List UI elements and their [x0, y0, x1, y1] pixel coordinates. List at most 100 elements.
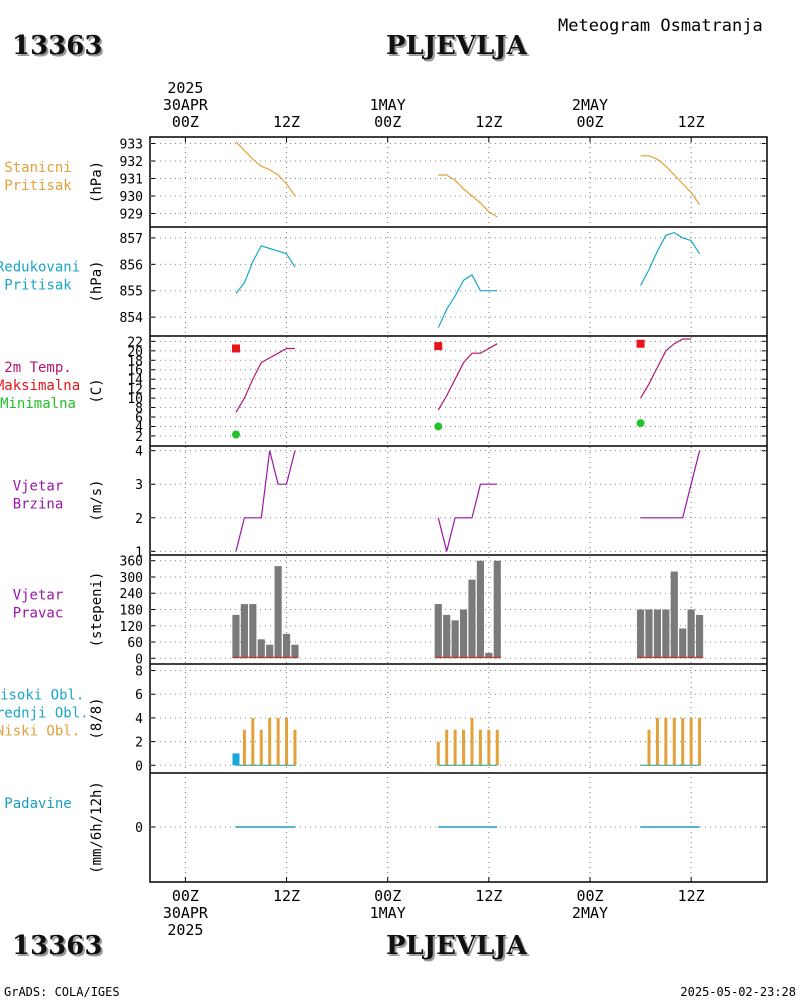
- time-label-bottom: 12Z: [475, 887, 502, 905]
- y-tick-label: 22: [127, 335, 143, 350]
- panel-unit: (m/s): [89, 479, 105, 521]
- low-cloud-bar: [285, 717, 289, 766]
- y-tick-label: 6: [135, 688, 143, 703]
- credit-text: GrADS: COLA/IGES: [4, 985, 120, 999]
- max-temp-marker: [434, 342, 443, 351]
- y-tick-label: 931: [120, 173, 143, 188]
- timestamp-text: 2025-05-02-23:28: [680, 985, 796, 999]
- wind-direction-bar: [645, 609, 653, 659]
- panel-label: Maksimalna: [0, 378, 80, 394]
- footer-station-name: PLJEVLJA: [386, 931, 528, 961]
- panel-unit: (C): [89, 378, 105, 403]
- low-cloud-bar: [268, 717, 272, 766]
- panel-label: Srednji Obl.: [0, 706, 89, 722]
- y-tick-label: 933: [120, 138, 143, 153]
- station-pressure-line: [640, 155, 701, 206]
- wind-direction-bar: [493, 560, 501, 659]
- wind-direction-bar: [240, 604, 248, 659]
- time-label-bottom: 12Z: [273, 887, 300, 905]
- time-label-top: 00Z: [172, 113, 199, 131]
- y-tick-label: 929: [120, 208, 143, 223]
- date-label-top: 30APR: [163, 96, 209, 114]
- date-label-bottom: 30APR: [163, 904, 209, 922]
- y-tick-label: 360: [120, 555, 143, 570]
- wind-speed-line: [235, 450, 296, 552]
- time-label-bottom: 00Z: [576, 887, 603, 905]
- y-tick-label: 0: [135, 759, 143, 774]
- y-tick-label: 18: [127, 354, 143, 369]
- y-tick-label: 4: [135, 445, 143, 460]
- station-id: 13363: [12, 31, 102, 61]
- wind-direction-bar: [249, 604, 257, 659]
- y-tick-label: 2: [135, 430, 143, 445]
- wind-direction-bar: [687, 609, 695, 659]
- plot-frame: [149, 136, 768, 883]
- panel-label: Minimalna: [0, 396, 76, 412]
- low-cloud-bar: [689, 717, 693, 766]
- wind-direction-bar: [434, 604, 442, 659]
- time-label-top: 00Z: [576, 113, 603, 131]
- wind-direction-bar: [451, 620, 459, 659]
- panel-label: Stanicni: [4, 160, 71, 176]
- max-temp-marker: [636, 339, 645, 348]
- y-tick-label: 3: [135, 478, 143, 493]
- low-cloud-bar: [698, 717, 702, 766]
- date-label-bottom: 1MAY: [370, 904, 406, 922]
- y-tick-label: 857: [120, 232, 143, 247]
- panel-label: Niski Obl.: [0, 724, 80, 740]
- y-tick-label: 4: [135, 420, 143, 435]
- wind-direction-bar: [282, 633, 291, 659]
- footer-station-name-shadow: PLJEVLJA: [388, 933, 530, 963]
- temperature-line: [437, 343, 498, 411]
- station-pressure-line: [438, 174, 498, 218]
- reduced-pressure-line: [640, 231, 701, 286]
- panel-label: Visoki Obl.: [0, 688, 84, 704]
- wind-direction-bar: [679, 628, 687, 659]
- y-tick-label: 60: [127, 636, 143, 651]
- wind-direction-bar: [485, 652, 493, 659]
- footer-station-id-shadow: 13363: [14, 933, 104, 963]
- panel-unit: (mm/6h/12h): [89, 781, 105, 874]
- date-label-bottom: 2MAY: [572, 904, 608, 922]
- y-tick-label: 1: [135, 545, 143, 560]
- panel-label: Redukovani: [0, 260, 80, 276]
- y-tick-label: 120: [120, 620, 143, 635]
- panel-unit: (hPa): [89, 161, 105, 203]
- time-label-top: 12Z: [678, 113, 705, 131]
- y-tick-label: 180: [120, 604, 143, 619]
- wind-direction-bar: [468, 579, 476, 659]
- temperature-line: [235, 347, 295, 413]
- wind-direction-bar: [662, 609, 670, 659]
- wind-direction-bar: [291, 644, 299, 659]
- wind-direction-bar: [653, 609, 662, 659]
- y-tick-label: 2: [135, 736, 143, 751]
- y-tick-label: 930: [120, 190, 143, 205]
- low-cloud-bar: [242, 729, 246, 766]
- panel-label: Vjetar: [13, 479, 64, 495]
- max-temp-marker: [231, 344, 240, 353]
- y-tick-label: 0: [135, 821, 143, 836]
- date-label-top: 2MAY: [572, 96, 608, 114]
- panel-label: Pravac: [13, 606, 64, 622]
- low-cloud-bar: [276, 717, 280, 766]
- low-cloud-bar: [672, 717, 676, 766]
- y-tick-label: 8: [135, 665, 143, 680]
- panel-label: Vjetar: [13, 588, 64, 604]
- panel-unit: (8/8): [89, 697, 105, 739]
- panel-unit: (stepeni): [89, 572, 105, 648]
- time-label-bottom: 00Z: [374, 887, 401, 905]
- y-tick-label: 10: [127, 392, 143, 407]
- low-cloud-bar: [681, 717, 685, 766]
- plot-area: 00Z00Z30APR30APR2025202512Z12Z00Z00Z1MAY…: [0, 79, 768, 939]
- time-label-bottom: 12Z: [678, 887, 705, 905]
- time-label-top: 12Z: [475, 113, 502, 131]
- y-tick-label: 12: [127, 383, 143, 398]
- panel-label: Pritisak: [4, 178, 72, 194]
- y-tick-label: 854: [120, 311, 144, 326]
- low-cloud-bar: [293, 729, 297, 766]
- wind-direction-bar: [670, 571, 678, 659]
- date-label-top: 1MAY: [370, 96, 406, 114]
- y-tick-label: 6: [135, 411, 143, 426]
- low-cloud-bar: [655, 717, 659, 766]
